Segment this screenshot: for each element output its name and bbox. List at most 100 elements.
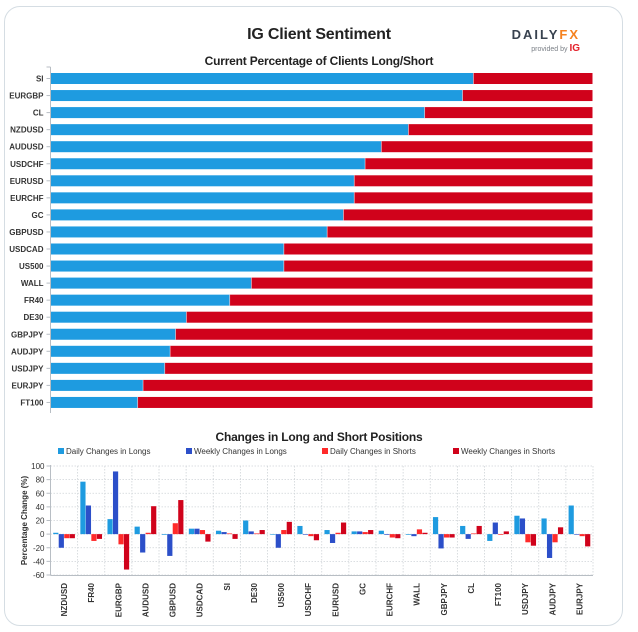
- long-bar-segment[interactable]: [51, 209, 344, 221]
- short-bar-segment[interactable]: [143, 379, 593, 391]
- legend-item-daily-shorts[interactable]: Daily Changes in Shorts: [322, 447, 416, 456]
- ig-logo: IG: [569, 43, 580, 54]
- long-short-percentage-chart: SI EURGBP CL NZDUSD AUDUSD USDCHF EURUSD EURCHF…: [9, 66, 593, 413]
- short-bar-segment[interactable]: [170, 345, 593, 357]
- short-bar-segment[interactable]: [354, 192, 593, 204]
- sentiment-bar-row[interactable]: [51, 141, 593, 153]
- sentiment-bar-row[interactable]: [51, 175, 593, 187]
- category-label: FR40: [24, 296, 44, 305]
- short-bar-segment[interactable]: [365, 158, 593, 170]
- legend-item-weekly-longs[interactable]: Weekly Changes in Longs: [186, 447, 287, 456]
- sentiment-bar-row[interactable]: [51, 379, 593, 391]
- legend-label: Daily Changes in Shorts: [330, 447, 416, 456]
- category-label: NZDUSD: [10, 126, 44, 135]
- category-label: EURGBP: [9, 92, 44, 101]
- long-bar-segment[interactable]: [51, 175, 355, 187]
- long-bar-segment[interactable]: [51, 396, 138, 408]
- short-bar-segment[interactable]: [354, 175, 593, 187]
- category-label: GBPJPY: [11, 330, 44, 339]
- category-label: DE30: [23, 313, 44, 322]
- short-bar-segment[interactable]: [283, 260, 593, 272]
- sentiment-bar-row[interactable]: [51, 73, 593, 84]
- category-label: EURUSD: [10, 177, 44, 186]
- sentiment-bar-row[interactable]: [51, 107, 593, 119]
- sentiment-bar-row[interactable]: [51, 243, 593, 255]
- sentiment-bar-row[interactable]: [51, 124, 593, 136]
- short-bar-segment[interactable]: [381, 141, 593, 153]
- short-bar-segment[interactable]: [327, 226, 593, 238]
- legend-swatch-weekly-longs: [186, 448, 192, 454]
- long-bar-segment[interactable]: [51, 107, 425, 119]
- long-bar-segment[interactable]: [51, 243, 284, 255]
- short-bar-segment[interactable]: [283, 243, 593, 255]
- long-bar-segment[interactable]: [51, 158, 366, 170]
- sentiment-bar-row[interactable]: [51, 158, 593, 170]
- sentiment-bar-row[interactable]: [51, 209, 593, 221]
- long-bar-segment[interactable]: [51, 260, 284, 272]
- changes-chart-title: Changes in Long and Short Positions: [215, 430, 423, 444]
- sentiment-bar-row[interactable]: [51, 260, 593, 272]
- short-bar-segment[interactable]: [424, 107, 593, 119]
- category-label: GBPUSD: [9, 228, 43, 237]
- legend-swatch-weekly-shorts: [453, 448, 459, 454]
- sentiment-bar-row[interactable]: [51, 328, 593, 340]
- category-label: US500: [19, 262, 44, 271]
- sentiment-bar-row[interactable]: [51, 90, 593, 102]
- long-bar-segment[interactable]: [51, 73, 474, 84]
- logo-brand-left: DAILY: [511, 27, 560, 42]
- sentiment-bar-row[interactable]: [51, 345, 593, 357]
- short-bar-segment[interactable]: [251, 277, 593, 289]
- long-bar-segment[interactable]: [51, 226, 328, 238]
- long-bar-segment[interactable]: [51, 192, 355, 204]
- short-bar-segment[interactable]: [343, 209, 593, 221]
- dailyfx-logo[interactable]: DAILYFX provided by IG: [500, 27, 580, 54]
- category-label: SI: [36, 75, 44, 84]
- sentiment-bar-row[interactable]: [51, 277, 593, 289]
- page-title: IG Client Sentiment: [247, 26, 391, 43]
- sentiment-bar-row[interactable]: [51, 226, 593, 238]
- long-bar-segment[interactable]: [51, 294, 230, 306]
- category-label: GC: [32, 211, 44, 220]
- long-bar-segment[interactable]: [51, 345, 171, 357]
- long-bar-segment[interactable]: [51, 277, 252, 289]
- short-bar-segment[interactable]: [408, 124, 593, 136]
- long-bar-segment[interactable]: [51, 141, 382, 153]
- category-label: CL: [33, 109, 44, 118]
- legend-swatch-daily-shorts: [322, 448, 328, 454]
- short-bar-segment[interactable]: [462, 90, 593, 102]
- category-label: USDJPY: [11, 364, 44, 373]
- category-label: AUDUSD: [9, 143, 43, 152]
- logo-provided-by: provided by IG: [500, 43, 580, 54]
- changes-legend: Daily Changes in Longs Weekly Changes in…: [0, 447, 638, 459]
- sentiment-bar-row[interactable]: [51, 362, 593, 374]
- category-label: AUDJPY: [11, 347, 44, 356]
- category-label: FT100: [20, 398, 44, 407]
- legend-label: Weekly Changes in Shorts: [461, 447, 556, 456]
- long-bar-segment[interactable]: [51, 311, 187, 323]
- long-bar-segment[interactable]: [51, 90, 463, 102]
- short-bar-segment[interactable]: [175, 328, 593, 340]
- sentiment-bar-row[interactable]: [51, 311, 593, 323]
- short-bar-segment[interactable]: [186, 311, 593, 323]
- logo-wordmark: DAILYFX: [500, 27, 580, 42]
- long-bar-segment[interactable]: [51, 362, 165, 374]
- legend-label: Weekly Changes in Longs: [194, 447, 287, 456]
- category-label: EURJPY: [11, 381, 44, 390]
- short-bar-segment[interactable]: [473, 73, 593, 84]
- sentiment-bar-row[interactable]: [51, 396, 593, 408]
- category-label: USDCAD: [9, 245, 43, 254]
- sentiment-bar-row[interactable]: [51, 294, 593, 306]
- short-bar-segment[interactable]: [137, 396, 593, 408]
- category-label: USDCHF: [10, 160, 43, 169]
- legend-item-daily-longs[interactable]: Daily Changes in Longs: [58, 447, 151, 456]
- sentiment-bar-row[interactable]: [51, 192, 593, 204]
- legend-swatch-daily-longs: [58, 448, 64, 454]
- short-bar-segment[interactable]: [164, 362, 593, 374]
- legend-item-weekly-shorts[interactable]: Weekly Changes in Shorts: [453, 447, 555, 456]
- short-bar-segment[interactable]: [229, 294, 593, 306]
- legend-label: Daily Changes in Longs: [66, 447, 151, 456]
- long-bar-segment[interactable]: [51, 328, 176, 340]
- long-bar-segment[interactable]: [51, 124, 409, 136]
- category-label: WALL: [21, 279, 44, 288]
- long-bar-segment[interactable]: [51, 379, 144, 391]
